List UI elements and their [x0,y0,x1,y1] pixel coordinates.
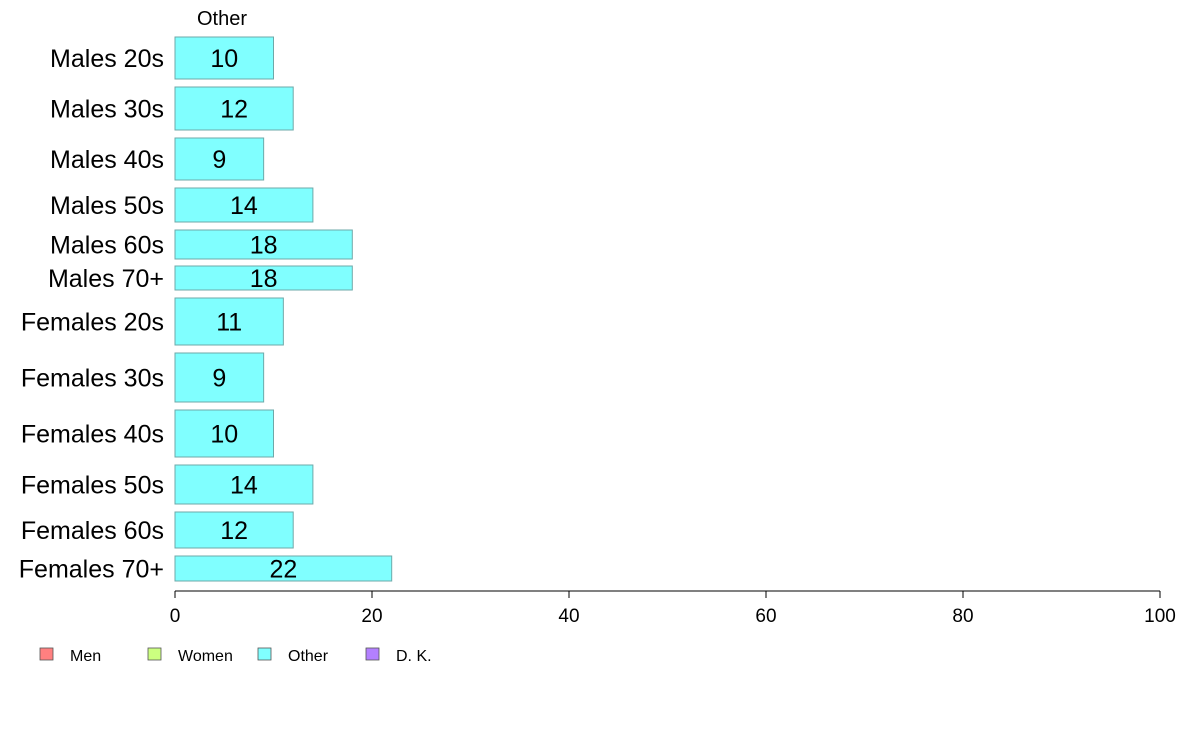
x-tick-label: 0 [170,606,181,627]
category-label: Females 50s [21,472,164,500]
x-tick-label: 100 [1144,606,1176,627]
bar-value-label: 18 [250,265,278,293]
category-label: Females 20s [21,309,164,337]
bar-value-label: 10 [210,45,238,73]
bar [174,297,284,346]
legend: Men Women Other D. K. [39,647,432,665]
legend-label: D. K. [396,648,432,665]
category-label: Males 70+ [48,265,164,293]
bar-value-label: 22 [269,556,297,584]
bar-value-label: 12 [220,517,248,545]
panel-title: Other [197,8,247,30]
bar-value-label: 14 [230,472,258,500]
legend-label: Men [70,648,101,665]
legend-label: Women [178,648,233,665]
category-label: Males 60s [50,232,164,260]
bar-value-label: 9 [212,365,226,393]
category-label: Females 30s [21,365,164,393]
bar [174,464,314,505]
bar-value-label: 10 [210,421,238,449]
bar [174,36,274,80]
bar [174,409,274,458]
bar-value-label: 14 [230,192,258,220]
x-axis: 0 20 40 60 80 100 [170,590,1176,627]
x-tick-label: 60 [755,606,776,627]
category-label: Females 40s [21,421,164,449]
x-tick-label: 20 [361,606,382,627]
bar-value-label: 12 [220,96,248,124]
bar [174,137,265,181]
legend-swatch [147,647,162,661]
legend-swatch [39,647,54,661]
bar [174,511,294,549]
bar [174,229,353,260]
legend-label: Other [288,648,329,665]
category-label: Males 20s [50,45,164,73]
category-label: Males 40s [50,146,164,174]
x-tick-label: 80 [952,606,973,627]
legend-swatch [257,647,272,661]
bar [174,187,314,223]
bar-value-label: 18 [250,232,278,260]
bar [174,86,294,131]
category-label: Males 50s [50,192,164,220]
category-label: Females 70+ [19,556,164,584]
category-label: Males 30s [50,96,164,124]
category-label: Females 60s [21,517,164,545]
x-tick-label: 40 [558,606,579,627]
bar [174,555,393,582]
bars-group: Males 20s 10 Males 30s 12 Males 40s 9 Males 50… [19,36,393,584]
legend-swatch [365,647,380,661]
bar [174,265,353,291]
bar-value-label: 11 [216,309,242,337]
bar-value-label: 9 [212,146,226,174]
bar [174,352,265,403]
